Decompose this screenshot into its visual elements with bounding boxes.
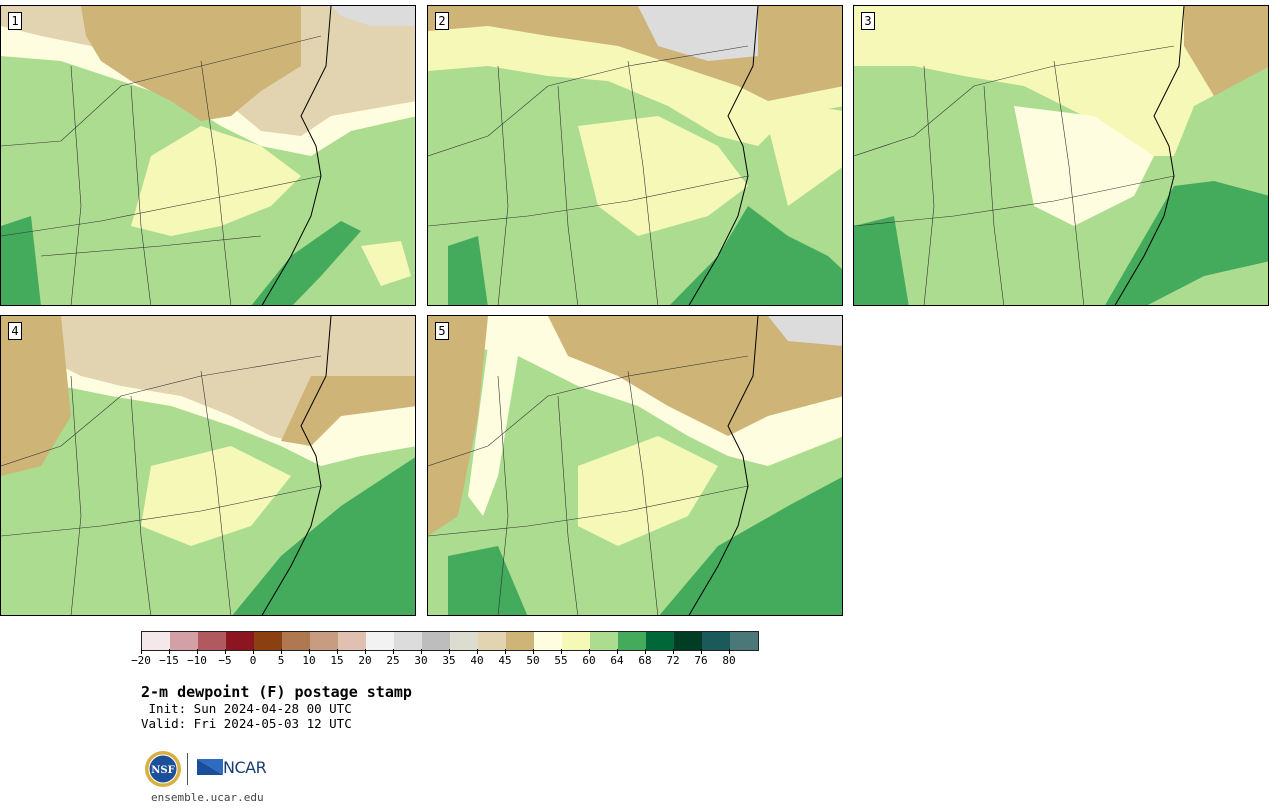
panel-number-label: 3 [861, 12, 875, 30]
colorbar-tick-mark [197, 649, 198, 654]
colorbar-tick-mark [225, 649, 226, 654]
panel-number-label: 5 [435, 322, 449, 340]
dewpoint-map-2 [428, 6, 842, 305]
colorbar-tick-mark [701, 649, 702, 654]
colorbar-swatch [226, 632, 254, 650]
colorbar-tick-mark [281, 649, 282, 654]
colorbar-tick-mark [589, 649, 590, 654]
colorbar-tick-mark [421, 649, 422, 654]
ensemble-member-map-2: 2 [427, 5, 843, 306]
colorbar-tick-label: 5 [277, 654, 285, 667]
colorbar-tick-mark [337, 649, 338, 654]
colorbar-tick-mark [645, 649, 646, 654]
chart-title: 2-m dewpoint (F) postage stamp [141, 683, 412, 701]
colorbar-swatch [506, 632, 534, 650]
logos: NSF NCAR [144, 750, 284, 790]
colorbar-tick-mark [393, 649, 394, 654]
colorbar-tick-label: 55 [554, 654, 568, 667]
logo-divider [187, 753, 188, 785]
ensemble-member-map-5: 5 [427, 315, 843, 616]
colorbar-swatch [646, 632, 674, 650]
colorbar-swatch [730, 632, 758, 650]
dewpoint-map-4 [1, 316, 415, 615]
nsf-logo-icon: NSF [145, 751, 181, 787]
colorbar-tick-label: −20 [131, 654, 151, 667]
ncar-logo-text: NCAR [223, 758, 267, 777]
colorbar-swatch [590, 632, 618, 650]
colorbar-swatch [198, 632, 226, 650]
colorbar-swatch [674, 632, 702, 650]
colorbar-tick-mark [141, 649, 142, 654]
colorbar-tick-mark [561, 649, 562, 654]
valid-time: Valid: Fri 2024-05-03 12 UTC [141, 716, 352, 731]
dewpoint-map-5 [428, 316, 842, 615]
colorbar-tick-mark [617, 649, 618, 654]
colorbar-tick-label: 64 [610, 654, 624, 667]
colorbar-swatch [310, 632, 338, 650]
colorbar-tick-label: 45 [498, 654, 512, 667]
ensemble-member-map-1: 1 [0, 5, 416, 306]
colorbar-tick-label: 80 [722, 654, 736, 667]
colorbar-swatch [142, 632, 170, 650]
colorbar-swatch [338, 632, 366, 650]
dewpoint-map-1 [1, 6, 415, 305]
colorbar-swatch [702, 632, 730, 650]
colorbar-tick-mark [533, 649, 534, 654]
colorbar-swatch [478, 632, 506, 650]
colorbar-swatch [170, 632, 198, 650]
colorbar-tick-label: 30 [414, 654, 428, 667]
colorbar-tick-label: 25 [386, 654, 400, 667]
colorbar-tick-label: 72 [666, 654, 680, 667]
colorbar-tick-mark [365, 649, 366, 654]
colorbar-swatch [534, 632, 562, 650]
colorbar-tick-label: 76 [694, 654, 708, 667]
colorbar-tick-label: −10 [187, 654, 207, 667]
colorbar-tick-labels: −20 −15 −10 −5 0 5 10 15 20 25 30 35 40 45 50 55 60 64 68 7… [131, 649, 781, 668]
colorbar-swatch [450, 632, 478, 650]
colorbar-tick-label: −5 [218, 654, 232, 667]
ncar-swoosh-icon [197, 759, 223, 775]
panel-number-label: 2 [435, 12, 449, 30]
colorbar-tick-mark [673, 649, 674, 654]
panel-number-label: 1 [8, 12, 22, 30]
colorbar-tick-label: 35 [442, 654, 456, 667]
colorbar-swatch [422, 632, 450, 650]
colorbar-swatch [618, 632, 646, 650]
colorbar-tick-mark [729, 649, 730, 654]
colorbar-tick-label: 10 [302, 654, 316, 667]
colorbar-tick-label: 0 [249, 654, 257, 667]
colorbar-tick-mark [169, 649, 170, 654]
colorbar-tick-label: 50 [526, 654, 540, 667]
ncar-logo: NCAR [197, 756, 277, 780]
ensemble-member-map-3: 3 [853, 5, 1269, 306]
colorbar-tick-label: 20 [358, 654, 372, 667]
panel-number-label: 4 [8, 322, 22, 340]
colorbar-swatch [562, 632, 590, 650]
nsf-logo-text: NSF [151, 765, 174, 776]
colorbar-tick-mark [253, 649, 254, 654]
init-time: Init: Sun 2024-04-28 00 UTC [141, 701, 352, 716]
colorbar-tick-mark [449, 649, 450, 654]
colorbar-tick-label: 60 [582, 654, 596, 667]
colorbar-tick-label: 40 [470, 654, 484, 667]
colorbar-tick-mark [505, 649, 506, 654]
colorbar-tick-label: 68 [638, 654, 652, 667]
colorbar-tick-mark [309, 649, 310, 654]
colorbar-swatch [282, 632, 310, 650]
colorbar-swatch [254, 632, 282, 650]
dewpoint-map-3 [854, 6, 1268, 305]
colorbar-tick-label: −15 [159, 654, 179, 667]
ensemble-member-map-4: 4 [0, 315, 416, 616]
colorbar-tick-label: 15 [330, 654, 344, 667]
colorbar-tick-mark [477, 649, 478, 654]
colorbar-swatch [394, 632, 422, 650]
website-link[interactable]: ensemble.ucar.edu [151, 791, 264, 804]
dewpoint-colorbar [141, 631, 759, 651]
colorbar-swatch [366, 632, 394, 650]
